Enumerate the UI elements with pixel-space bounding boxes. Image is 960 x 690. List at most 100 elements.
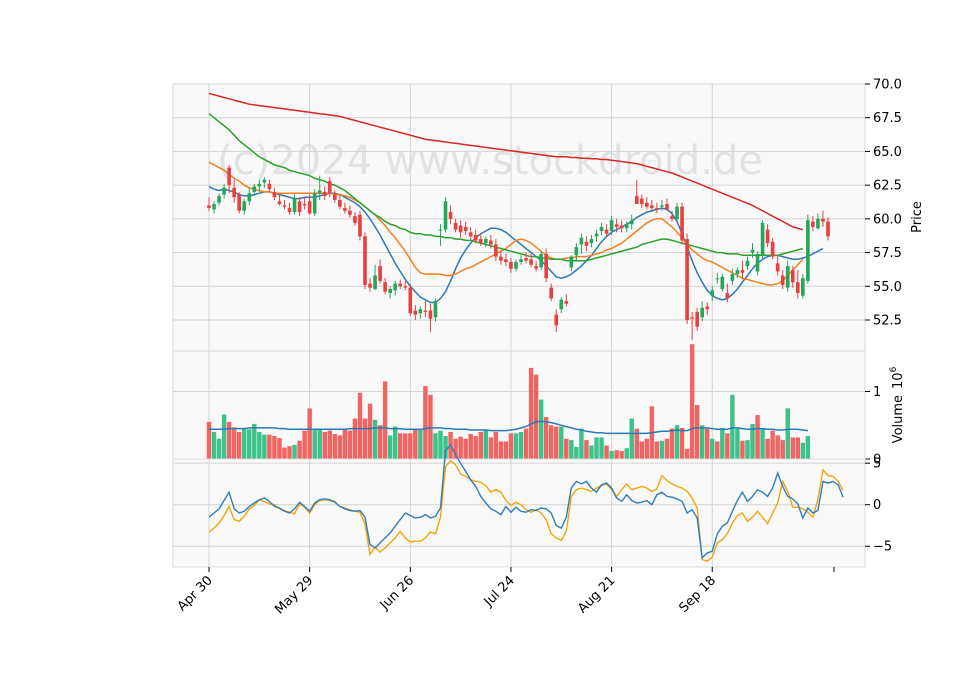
volume-bar <box>367 403 373 459</box>
oscillator-line <box>208 443 844 560</box>
volume-bar <box>317 429 322 459</box>
volume-y-ticks: 01 <box>865 385 881 468</box>
candle-body <box>438 229 443 231</box>
candle-body <box>272 191 277 198</box>
volume-bar <box>689 344 695 459</box>
candle-body <box>690 317 694 319</box>
volume-bar <box>262 434 267 459</box>
candle-body <box>655 208 659 210</box>
candle-body <box>539 253 543 268</box>
candle-body <box>519 259 523 262</box>
price-panel-frame <box>172 83 866 352</box>
oscillator-lines <box>208 443 844 562</box>
candle-body <box>363 236 367 285</box>
volume-bar <box>795 437 801 459</box>
volume-bar <box>599 437 604 459</box>
volume-bar <box>775 435 780 459</box>
volume-bar <box>679 427 685 459</box>
candle-body <box>317 190 322 194</box>
volume-bar <box>302 430 307 459</box>
volume-bar <box>488 437 494 459</box>
volume-bar <box>619 450 624 459</box>
candle-body <box>227 167 231 186</box>
volume-bar <box>780 440 785 459</box>
y-tick-label: 67.5 <box>873 111 902 126</box>
candle-body <box>549 287 554 299</box>
volume-bar <box>760 428 765 459</box>
y-tick-label: 62.5 <box>873 179 902 194</box>
y-tick-label: 60.0 <box>873 212 902 227</box>
volume-average-line <box>209 420 808 435</box>
volume-bar <box>705 428 710 459</box>
candle-body <box>660 205 664 207</box>
volume-bar <box>216 438 222 459</box>
volume-bar <box>322 432 327 459</box>
volume-bar <box>609 450 614 459</box>
candle-body <box>292 198 297 213</box>
candle-body <box>277 201 282 205</box>
candle-body <box>589 239 594 244</box>
candle-body <box>780 275 785 285</box>
candle-body <box>338 199 342 207</box>
candle-body <box>312 193 317 214</box>
volume-bar <box>257 432 262 459</box>
candle-body <box>806 220 810 281</box>
candle-body <box>790 270 795 283</box>
volume-bar <box>382 381 388 459</box>
candle-body <box>463 226 468 231</box>
candle-body <box>609 220 614 231</box>
candle-body <box>725 293 730 299</box>
candle-body <box>559 299 564 310</box>
volume-bar <box>669 428 675 459</box>
y-tick-label: 55.0 <box>873 280 902 295</box>
y-tick-label: 65.0 <box>873 145 902 160</box>
volume-bar <box>518 432 524 459</box>
volume-bar <box>357 392 363 459</box>
oscillator-panel: −505 <box>172 443 892 568</box>
candle-body <box>700 307 704 318</box>
volume-bar <box>674 425 680 459</box>
y-tick-label: 0 <box>873 453 881 468</box>
candle-body <box>629 220 634 225</box>
candle-body <box>770 241 775 257</box>
candle-body <box>403 286 408 288</box>
volume-bar <box>423 386 428 459</box>
candle-body <box>408 287 413 314</box>
candle-body <box>473 235 478 241</box>
volume-bar <box>398 433 403 459</box>
candle-body <box>383 282 387 292</box>
volume-bar <box>267 434 272 459</box>
volume-bar <box>277 438 282 459</box>
volume-bar <box>221 414 227 459</box>
oscillator-panel-frame <box>172 458 866 568</box>
candle-body <box>574 247 579 256</box>
candle-body <box>327 181 332 194</box>
candle-body <box>257 183 262 187</box>
moving-average-line <box>208 113 804 262</box>
candle-body <box>499 256 503 261</box>
volume-bar <box>443 436 448 459</box>
volume-bar <box>654 441 660 459</box>
volume-bar <box>272 436 277 459</box>
candle-body <box>267 183 272 190</box>
volume-bar <box>684 448 690 459</box>
volume-bar <box>604 445 609 459</box>
y-tick-label: −5 <box>873 540 892 555</box>
volume-bar <box>594 437 599 459</box>
watermark: (c)2024 www.stockdroid.de <box>217 138 763 184</box>
volume-bar <box>574 446 579 459</box>
volume-bar <box>418 429 423 459</box>
candle-body <box>745 260 750 267</box>
candle-body <box>307 201 312 214</box>
volume-bar <box>242 428 247 459</box>
candle-body <box>468 232 473 237</box>
candle-body <box>348 210 352 215</box>
volume-bar <box>327 430 332 459</box>
candle-body <box>735 270 740 275</box>
candle-body <box>675 206 679 219</box>
candle-body <box>564 301 569 304</box>
candle-body <box>217 195 221 203</box>
candlesticks <box>207 164 830 341</box>
volume-bar <box>312 429 317 459</box>
